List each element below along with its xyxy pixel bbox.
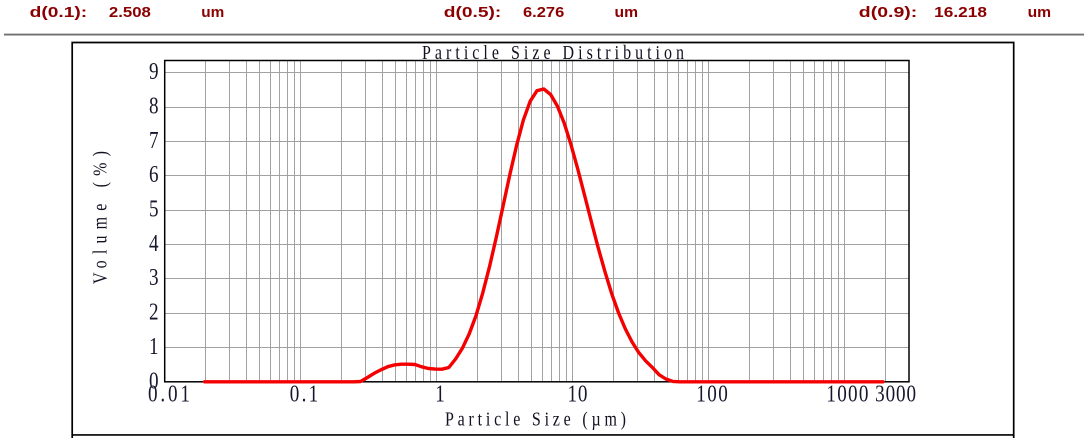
svg-text:0: 0 bbox=[149, 366, 159, 394]
svg-text:8: 8 bbox=[149, 91, 159, 119]
svg-text:2.508: 2.508 bbox=[109, 4, 151, 21]
svg-text:d(0.5):: d(0.5): bbox=[444, 4, 502, 21]
svg-text:Volume (%): Volume (%) bbox=[89, 151, 112, 284]
svg-text:d(0.1):: d(0.1): bbox=[30, 4, 87, 21]
svg-text:um: um bbox=[1028, 4, 1052, 21]
svg-text:1: 1 bbox=[149, 332, 159, 360]
svg-text:um: um bbox=[615, 4, 639, 21]
svg-text:6.276: 6.276 bbox=[523, 4, 564, 21]
svg-text:1000: 1000 bbox=[826, 379, 868, 407]
svg-text:0.01: 0.01 bbox=[148, 379, 190, 407]
svg-text:1: 1 bbox=[435, 379, 445, 407]
svg-text:6: 6 bbox=[149, 160, 159, 188]
svg-text:10: 10 bbox=[568, 379, 588, 407]
svg-text:9: 9 bbox=[149, 57, 159, 85]
svg-text:um: um bbox=[201, 4, 224, 21]
svg-text:2: 2 bbox=[149, 297, 159, 325]
svg-text:3: 3 bbox=[149, 263, 159, 291]
svg-text:5: 5 bbox=[149, 194, 159, 222]
svg-text:0.1: 0.1 bbox=[290, 379, 318, 407]
svg-text:Particle Size (µm): Particle Size (µm) bbox=[445, 407, 626, 430]
svg-text:3000: 3000 bbox=[875, 379, 916, 407]
svg-text:d(0.9):: d(0.9): bbox=[859, 4, 918, 21]
svg-text:4: 4 bbox=[149, 229, 159, 257]
svg-text:7: 7 bbox=[149, 125, 159, 153]
svg-text:100: 100 bbox=[696, 379, 728, 407]
svg-text:16.218: 16.218 bbox=[934, 4, 987, 21]
